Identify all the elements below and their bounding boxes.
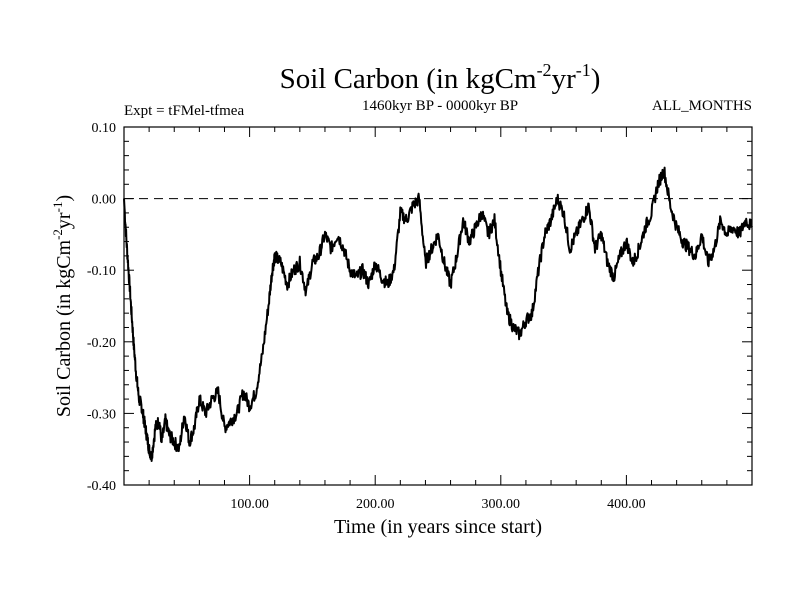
y-tick-label: -0.20 [87,336,116,351]
ylabel-main: Soil Carbon (in kgCm [53,239,75,417]
subtitle-left: Expt = tFMel-tfmea [124,103,244,119]
axis-tick-labels: 100.00 200.00 300.00 400.00 0.10 0.00 -0.10 -0.… [87,121,646,512]
ylabel-end: ) [53,195,75,202]
y-tick-label: -0.30 [87,407,116,422]
title-end: ) [591,63,601,95]
subtitle-right: ALL_MONTHS [652,98,752,114]
y-tick-label: 0.10 [92,121,117,136]
x-tick-label: 400.00 [607,497,646,512]
subtitle-center: 1460kyr BP - 0000kyr BP [362,98,518,114]
title-sup-2: -1 [576,60,591,80]
plot-frame [123,126,753,486]
x-tick-label: 200.00 [356,497,395,512]
series-line-soil-carbon [123,166,753,462]
y-tick-label: -0.10 [87,264,116,279]
ylabel-mid: yr [53,212,75,229]
title-mid: yr [552,63,577,95]
chart-title: Soil Carbon (in kgCm-2yr-1) [280,60,601,95]
x-tick-label: 300.00 [482,497,521,512]
title-main: Soil Carbon (in kgCm [280,63,537,95]
x-axis-title: Time (in years since start) [334,516,542,538]
y-tick-label: -0.40 [87,479,116,494]
y-axis-title: Soil Carbon (in kgCm-2yr-1) [50,195,75,417]
ylabel-sup-1: -2 [50,229,65,240]
ylabel-sup-2: -1 [50,202,65,213]
y-tick-label: 0.00 [92,193,117,208]
x-tick-label: 100.00 [230,497,269,512]
title-sup-1: -2 [537,60,552,80]
